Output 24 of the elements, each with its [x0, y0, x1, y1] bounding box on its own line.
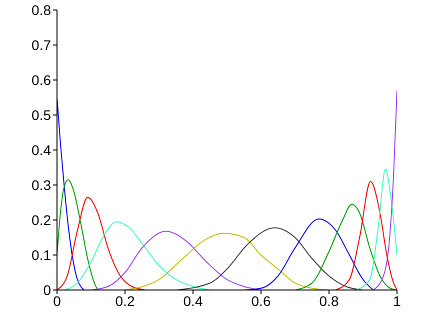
line-series [294, 204, 397, 290]
y-tick-label: 0.4 [32, 142, 52, 158]
x-tick-label: 0 [53, 292, 62, 309]
line-series [57, 179, 98, 290]
y-tick-label: 0.6 [32, 72, 52, 88]
y-tick-label: 0.7 [32, 36, 52, 53]
y-tick-label: 0.3 [32, 176, 52, 193]
line-series [372, 90, 397, 290]
y-tick-label: 0.2 [32, 212, 52, 228]
line-series [176, 227, 364, 290]
line-series [335, 181, 397, 290]
y-tick-label: 0.5 [32, 106, 52, 123]
y-tick-label: 0 [43, 282, 52, 298]
x-tick-label: 0.8 [319, 292, 339, 309]
y-tick-label: 0.8 [32, 2, 52, 18]
line-series [63, 221, 210, 290]
x-tick-label: 0.2 [115, 292, 135, 309]
x-tick-label: 1 [393, 292, 402, 309]
line-series [57, 196, 146, 290]
y-tick-label: 0.1 [32, 246, 52, 263]
x-tick-label: 0.6 [251, 292, 271, 309]
line-series [90, 230, 262, 290]
x-tick-label: 0.4 [183, 292, 203, 309]
line-series [356, 168, 397, 290]
